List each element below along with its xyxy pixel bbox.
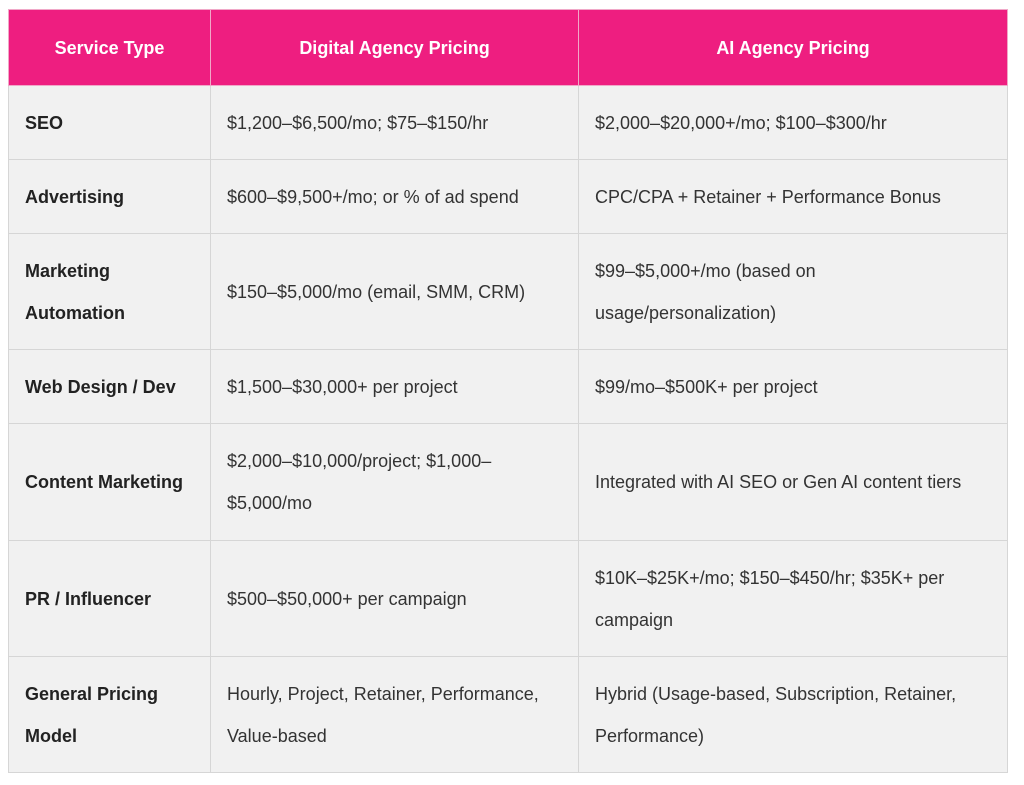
- ai-pricing-cell: $99–$5,000+/mo (based on usage/personali…: [578, 233, 1008, 350]
- digital-pricing-cell: $1,200–$6,500/mo; $75–$150/hr: [210, 85, 579, 160]
- service-type-cell: General Pricing Model: [8, 656, 211, 773]
- service-type-cell: Content Marketing: [8, 423, 211, 541]
- service-type-cell: SEO: [8, 85, 211, 160]
- digital-pricing-cell: $1,500–$30,000+ per project: [210, 349, 579, 424]
- ai-pricing-cell: Integrated with AI SEO or Gen AI content…: [578, 423, 1008, 541]
- ai-pricing-cell: $99/mo–$500K+ per project: [578, 349, 1008, 424]
- header-service-type: Service Type: [8, 9, 211, 86]
- ai-pricing-cell: $2,000–$20,000+/mo; $100–$300/hr: [578, 85, 1008, 160]
- digital-pricing-cell: $600–$9,500+/mo; or % of ad spend: [210, 159, 579, 234]
- service-type-cell: Marketing Automation: [8, 233, 211, 350]
- table-row: PR / Influencer $500–$50,000+ per campai…: [8, 540, 1008, 657]
- table-header-row: Service Type Digital Agency Pricing AI A…: [8, 9, 1008, 86]
- ai-pricing-cell: Hybrid (Usage-based, Subscription, Retai…: [578, 656, 1008, 773]
- digital-pricing-cell: $2,000–$10,000/project; $1,000–$5,000/mo: [210, 423, 579, 541]
- service-type-cell: PR / Influencer: [8, 540, 211, 657]
- table-row: Marketing Automation $150–$5,000/mo (ema…: [8, 233, 1008, 350]
- pricing-comparison-table: Service Type Digital Agency Pricing AI A…: [8, 9, 1008, 773]
- service-type-cell: Advertising: [8, 159, 211, 234]
- ai-pricing-cell: $10K–$25K+/mo; $150–$450/hr; $35K+ per c…: [578, 540, 1008, 657]
- digital-pricing-cell: Hourly, Project, Retainer, Performance, …: [210, 656, 579, 773]
- digital-pricing-cell: $500–$50,000+ per campaign: [210, 540, 579, 657]
- header-digital-agency-pricing: Digital Agency Pricing: [210, 9, 579, 86]
- table-row: General Pricing Model Hourly, Project, R…: [8, 656, 1008, 773]
- header-ai-agency-pricing: AI Agency Pricing: [578, 9, 1008, 86]
- table-row: Content Marketing $2,000–$10,000/project…: [8, 423, 1008, 541]
- table-row: SEO $1,200–$6,500/mo; $75–$150/hr $2,000…: [8, 85, 1008, 160]
- table-row: Advertising $600–$9,500+/mo; or % of ad …: [8, 159, 1008, 234]
- table-row: Web Design / Dev $1,500–$30,000+ per pro…: [8, 349, 1008, 424]
- service-type-cell: Web Design / Dev: [8, 349, 211, 424]
- ai-pricing-cell: CPC/CPA + Retainer + Performance Bonus: [578, 159, 1008, 234]
- digital-pricing-cell: $150–$5,000/mo (email, SMM, CRM): [210, 233, 579, 350]
